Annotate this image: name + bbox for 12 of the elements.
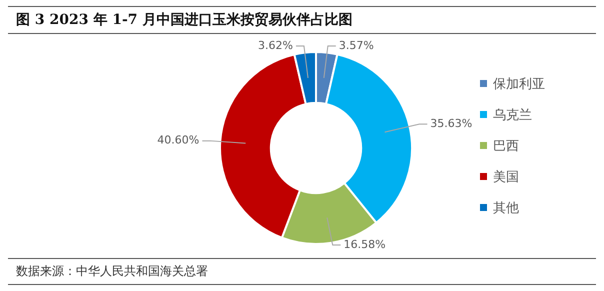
legend-label: 其他 [493, 200, 519, 216]
data-label: 40.60% [157, 134, 200, 147]
data-label: 35.63% [430, 116, 472, 130]
data-label: 16.58% [344, 238, 386, 251]
legend-label: 美国 [493, 168, 519, 186]
source-note: 数据来源：中华人民共和国海关总署 [8, 258, 596, 285]
legend-label: 保加利亚 [493, 76, 545, 92]
legend-label: 巴西 [493, 138, 519, 154]
data-label: 3.57% [338, 38, 374, 52]
chart-title: 图 3 2023 年 1-7 月中国进口玉米按贸易伙伴占比图 [8, 6, 596, 34]
legend-label: 乌克兰 [493, 106, 532, 124]
data-label: 3.62% [258, 38, 293, 52]
